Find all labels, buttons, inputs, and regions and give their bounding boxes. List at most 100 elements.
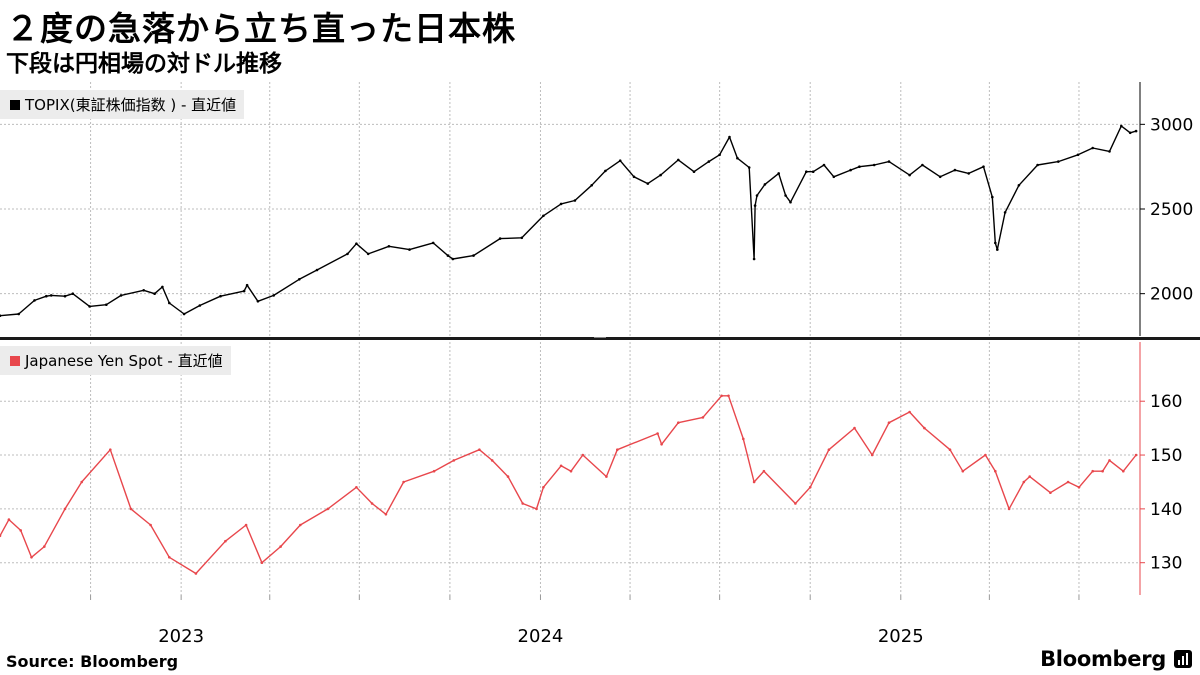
yen-data-point [30, 556, 33, 559]
topix-data-point [811, 170, 815, 173]
chart-subtitle: 下段は円相場の対ドル推移 [6, 51, 282, 77]
topix-data-point [182, 312, 186, 316]
topix-data-point [198, 304, 202, 307]
legend-swatch-topix [10, 100, 20, 110]
yen-data-point [521, 502, 524, 505]
topix-data-point [49, 294, 53, 297]
yen-data-point [355, 486, 358, 489]
x-tick-label: 2024 [518, 626, 564, 647]
label-layer: 2000 2500 3000 130 140 150 160 2023 2024 2025 [158, 115, 1193, 647]
topix-data-point [17, 312, 21, 316]
topix-data-point [763, 183, 767, 186]
yen-data-point [535, 507, 538, 511]
yen-data-point [660, 443, 663, 446]
y-tick-label: 140 [1150, 500, 1182, 520]
yen-data-point [1007, 507, 1011, 511]
topix-data-point [105, 303, 108, 307]
topix-data-point [755, 194, 759, 197]
topix-series-line [0, 125, 1137, 317]
yen-data-point [994, 469, 997, 473]
grid-layer [0, 123, 1140, 564]
topix-data-point [822, 163, 826, 167]
topix-data-point [559, 202, 563, 206]
topix-data-point [161, 285, 164, 289]
topix-data-point [632, 175, 636, 179]
topix-data-point [728, 135, 731, 139]
yen-data-point [752, 480, 756, 484]
yen-data-point [149, 523, 152, 527]
topix-data-point [1036, 163, 1039, 167]
yen-data-point [870, 453, 874, 457]
series-layer [0, 124, 1138, 575]
topix-data-point [88, 305, 91, 308]
topix-data-point [256, 300, 260, 303]
topix-data-point [366, 252, 370, 256]
topix-data-point [387, 245, 391, 248]
topix-data-point [707, 160, 711, 163]
legend-yen[interactable]: Japanese Yen Spot - 直近値 [0, 346, 231, 375]
yen-data-point [569, 469, 573, 473]
yen-data-point [194, 572, 198, 575]
topix-data-point [872, 163, 876, 167]
topix-data-point [408, 248, 411, 251]
topix-data-point [692, 170, 696, 173]
yen-data-point [605, 475, 608, 478]
yen-data-point [384, 513, 388, 516]
topix-data-point [219, 294, 222, 298]
topix-data-point [677, 158, 680, 162]
topix-data-point [858, 165, 861, 168]
topix-data-point [646, 182, 650, 185]
topix-data-point [63, 294, 67, 298]
topix-data-point [1003, 211, 1007, 214]
topix-data-point [659, 173, 662, 177]
chart-title: ２度の急落から立ち直った日本株 [6, 9, 516, 48]
yen-data-point [43, 545, 46, 548]
topix-data-point [1120, 124, 1123, 128]
yen-data-point [720, 394, 723, 398]
topix-data-point [967, 172, 970, 175]
yen-data-point [984, 453, 987, 457]
topix-data-point [45, 294, 48, 298]
topix-data-point [142, 289, 145, 292]
topix-data-point [849, 168, 852, 172]
yen-data-point [1028, 475, 1031, 478]
topix-data-point [718, 153, 721, 157]
yen-data-point [19, 529, 23, 532]
yen-data-point [63, 507, 67, 511]
yen-data-point [432, 469, 436, 473]
yen-data-point [402, 480, 405, 484]
yen-data-point [260, 561, 264, 564]
yen-data-point [1066, 480, 1070, 484]
yen-data-point [506, 475, 510, 478]
yen-data-point [7, 518, 11, 521]
topix-data-point [953, 168, 957, 172]
topix-data-point [431, 241, 435, 245]
yen-data-point [1122, 469, 1125, 473]
yen-data-point [827, 448, 831, 452]
topix-data-point [805, 170, 808, 173]
yen-data-point [908, 410, 911, 414]
yen-data-point [542, 486, 545, 489]
yen-data-point [923, 426, 926, 430]
topix-data-point [991, 195, 994, 199]
topix-data-point [784, 194, 787, 197]
yen-data-point [762, 469, 766, 473]
source-note: Source: Bloomberg [6, 652, 179, 671]
topix-data-point [752, 257, 756, 261]
yen-data-point [244, 523, 248, 527]
yen-data-point [129, 507, 133, 511]
yen-data-point [370, 502, 374, 505]
topix-data-point [71, 292, 75, 296]
yen-data-point [1049, 491, 1052, 495]
yen-data-point [0, 534, 2, 538]
topix-data-point [33, 299, 36, 302]
yen-data-point [1134, 453, 1138, 457]
y-tick-label: 150 [1150, 446, 1182, 466]
axis-layer [0, 82, 1200, 600]
topix-data-point [245, 283, 249, 287]
topix-data-point [908, 173, 911, 177]
legend-topix[interactable]: TOPIX(東証株価指数 ) - 直近値 [0, 90, 245, 119]
topix-data-point [573, 199, 577, 202]
topix-data-point [242, 289, 246, 293]
